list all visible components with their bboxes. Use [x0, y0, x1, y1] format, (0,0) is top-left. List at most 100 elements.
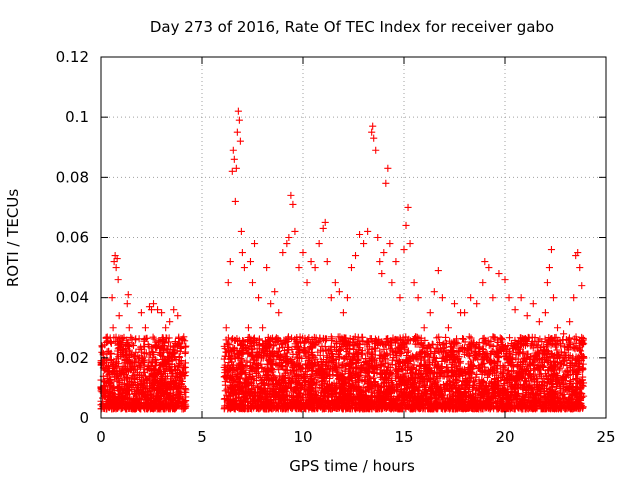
roti-point: [100, 381, 108, 389]
roti-point: [115, 334, 123, 342]
roti-point: [120, 382, 128, 390]
roti-point: [171, 377, 180, 385]
roti-point: [128, 340, 136, 348]
roti-point: [166, 365, 175, 373]
roti-point: [125, 353, 133, 362]
roti-point: [154, 384, 162, 392]
roti-point: [173, 401, 181, 409]
roti-point: [125, 387, 133, 395]
roti-point: [133, 403, 141, 411]
roti-point: [117, 397, 125, 405]
roti-point: [134, 399, 142, 408]
roti-point: [131, 352, 139, 360]
roti-point: [126, 359, 134, 367]
roti-point: [157, 351, 165, 359]
roti-point: [152, 359, 161, 367]
roti-point: [109, 383, 117, 391]
roti-point: [178, 377, 186, 386]
roti-point: [134, 387, 142, 395]
roti-point: [132, 348, 140, 356]
roti-point: [505, 334, 514, 342]
roti-point: [114, 353, 122, 361]
roti-point: [104, 399, 112, 407]
roti-point: [165, 334, 173, 342]
roti-point: [105, 401, 113, 409]
roti-point: [155, 399, 163, 408]
roti-point: [115, 375, 123, 383]
roti-point: [135, 355, 143, 363]
roti-point: [142, 349, 150, 357]
roti-point: [113, 364, 121, 372]
roti-point: [155, 337, 163, 345]
roti-point: [181, 404, 189, 412]
roti-point: [124, 360, 132, 368]
roti-point: [165, 357, 173, 365]
roti-point: [151, 385, 159, 393]
roti-point: [141, 342, 149, 351]
roti-point: [169, 346, 177, 354]
roti-point: [140, 353, 148, 361]
roti-point: [124, 384, 132, 392]
roti-point: [143, 405, 151, 413]
roti-point: [170, 395, 178, 403]
roti-point: [161, 367, 169, 375]
roti-point: [100, 387, 108, 395]
roti-point: [137, 363, 145, 371]
roti-point: [105, 370, 113, 379]
roti-point: [173, 366, 182, 374]
roti-point: [98, 359, 106, 367]
roti-point: [181, 363, 189, 372]
roti-point: [138, 345, 146, 354]
roti-point: [148, 386, 156, 394]
roti-point: [127, 333, 135, 342]
roti-point: [141, 335, 149, 343]
roti-point: [168, 369, 176, 378]
roti-point: [112, 368, 120, 376]
roti-point: [148, 358, 156, 366]
roti-point: [153, 405, 161, 413]
roti-point: [112, 358, 121, 366]
roti-point: [176, 342, 184, 351]
roti-point: [175, 334, 183, 343]
roti-point: [164, 395, 172, 403]
roti-point: [170, 349, 178, 357]
roti-point: [116, 390, 124, 398]
roti-point: [163, 403, 171, 411]
roti-point: [132, 391, 140, 399]
roti-point: [107, 355, 115, 364]
roti-point: [182, 342, 190, 350]
roti-point: [150, 378, 158, 387]
roti-point: [149, 348, 157, 356]
roti-point: [98, 342, 106, 350]
roti-point: [149, 333, 157, 341]
roti-point: [155, 392, 163, 400]
roti-point: [166, 360, 174, 369]
roti-point: [152, 343, 160, 351]
roti-point: [159, 339, 167, 347]
roti-point: [133, 381, 141, 389]
roti-point: [177, 357, 185, 365]
roti-point: [151, 365, 159, 373]
roti-point: [181, 349, 189, 358]
roti-point: [119, 389, 127, 397]
roti-point: [172, 356, 180, 364]
roti-point: [179, 335, 187, 343]
roti-point: [113, 401, 121, 409]
roti-point: [150, 396, 158, 404]
roti-point: [177, 384, 185, 392]
roti-point: [151, 397, 159, 405]
roti-point: [122, 393, 130, 401]
roti-point: [170, 382, 178, 390]
roti-point: [159, 336, 168, 344]
roti-point: [143, 366, 151, 374]
roti-point: [100, 366, 108, 374]
roti-point: [139, 390, 147, 399]
roti-point: [112, 338, 120, 346]
roti-point: [156, 398, 164, 406]
roti-point: [150, 351, 158, 359]
roti-point: [166, 342, 174, 350]
roti-point: [140, 368, 148, 376]
roti-point: [124, 367, 133, 375]
roti-point: [123, 399, 131, 407]
